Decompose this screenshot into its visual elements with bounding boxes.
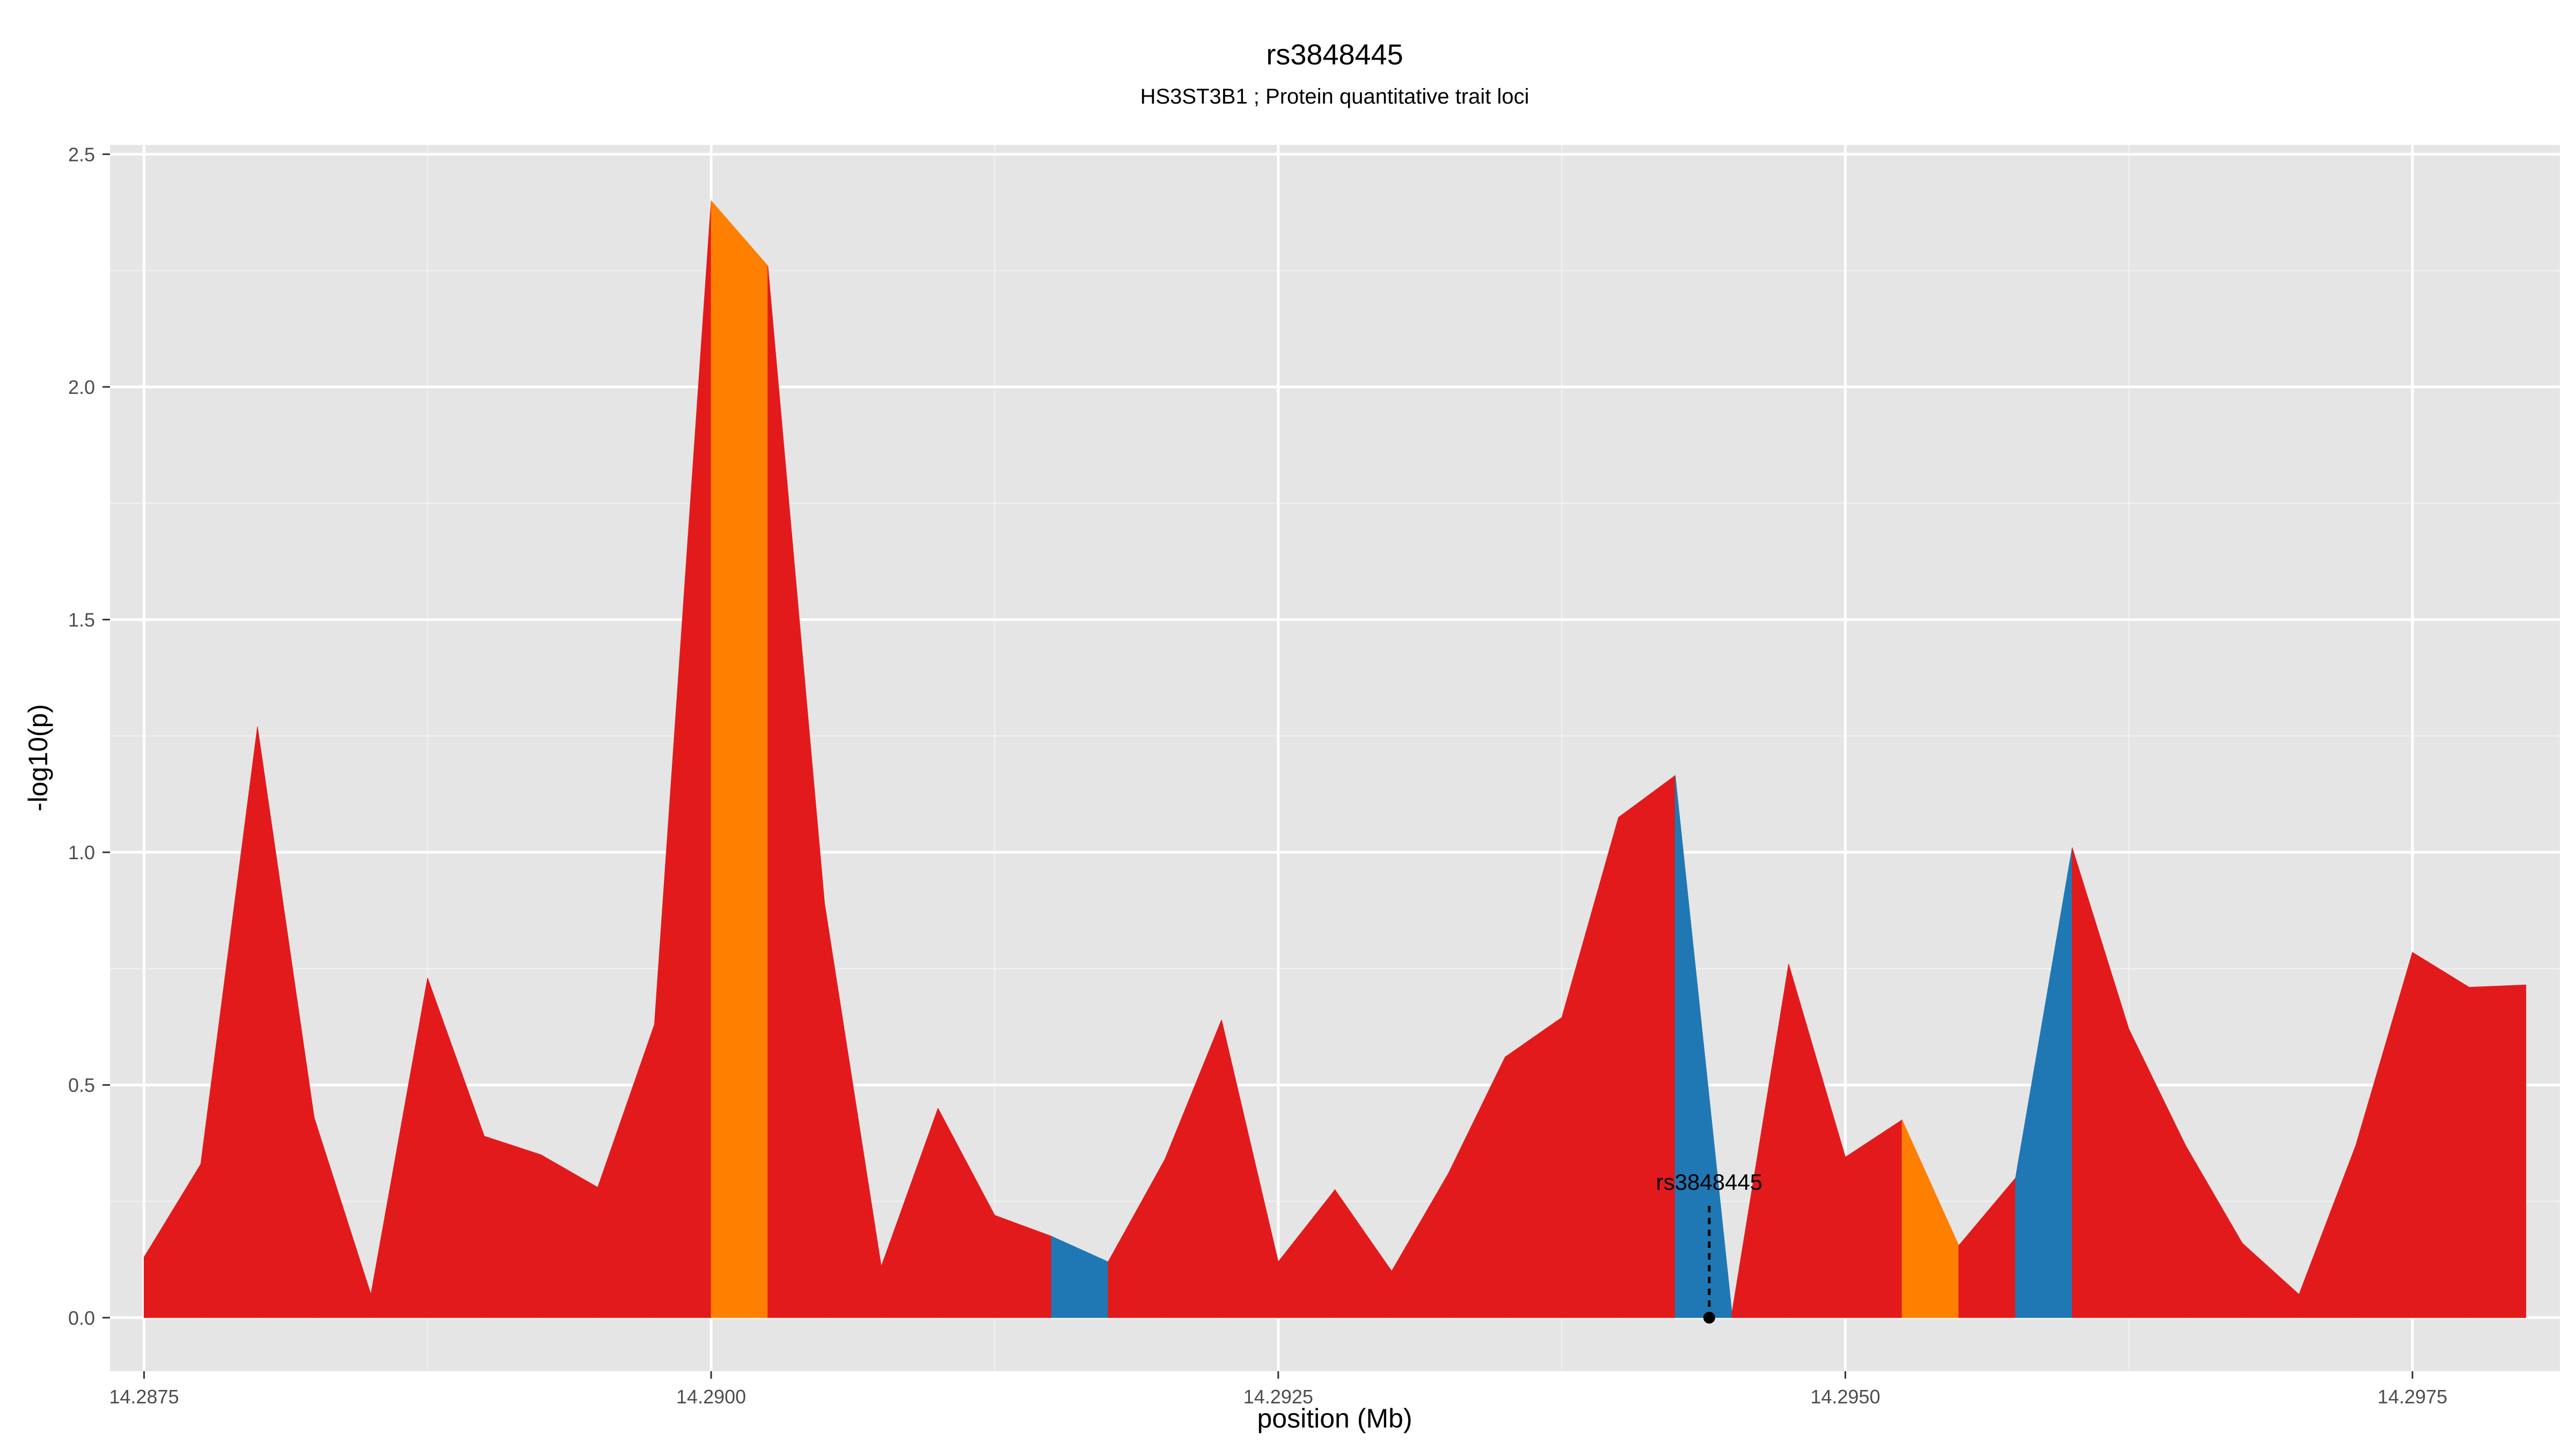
- y-tick-label: 1.0: [68, 841, 95, 863]
- x-tick-label: 14.2950: [1810, 1386, 1880, 1408]
- area-segment: [2469, 984, 2527, 1318]
- area-segment: [1618, 775, 1676, 1318]
- area-segment: [711, 200, 769, 1318]
- y-axis-ticks: 0.0 0.5 1.0 1.5 2.0 2.5: [68, 143, 110, 1329]
- x-axis-label: position (Mb): [1257, 1403, 1413, 1433]
- area-segment: [2412, 952, 2470, 1318]
- y-tick-label: 1.5: [68, 609, 95, 631]
- annotation: rs3848445: [1656, 1169, 1763, 1324]
- x-tick-label: 14.2925: [1243, 1386, 1313, 1408]
- area-segment: [1505, 1016, 1562, 1318]
- area-series: [143, 200, 2527, 1318]
- y-tick-label: 0.0: [68, 1307, 95, 1329]
- x-tick-label: 14.2900: [676, 1386, 746, 1408]
- chart-subtitle: HS3ST3B1 ; Protein quantitative trait lo…: [1140, 85, 1529, 108]
- x-tick-label: 14.2875: [109, 1386, 179, 1408]
- y-tick-label: 2.5: [68, 143, 95, 165]
- y-tick-label: 0.5: [68, 1074, 95, 1096]
- area-segment: [484, 1136, 541, 1318]
- y-tick-label: 2.0: [68, 376, 95, 398]
- chart-title: rs3848445: [1266, 39, 1403, 71]
- annotation-label: rs3848445: [1656, 1169, 1763, 1195]
- x-tick-label: 14.2975: [2377, 1386, 2447, 1408]
- annotation-point: [1703, 1312, 1715, 1324]
- y-axis-label: -log10(p): [23, 704, 53, 811]
- x-axis-ticks: 14.2875 14.2900 14.2925 14.2950 14.2975: [109, 1371, 2447, 1408]
